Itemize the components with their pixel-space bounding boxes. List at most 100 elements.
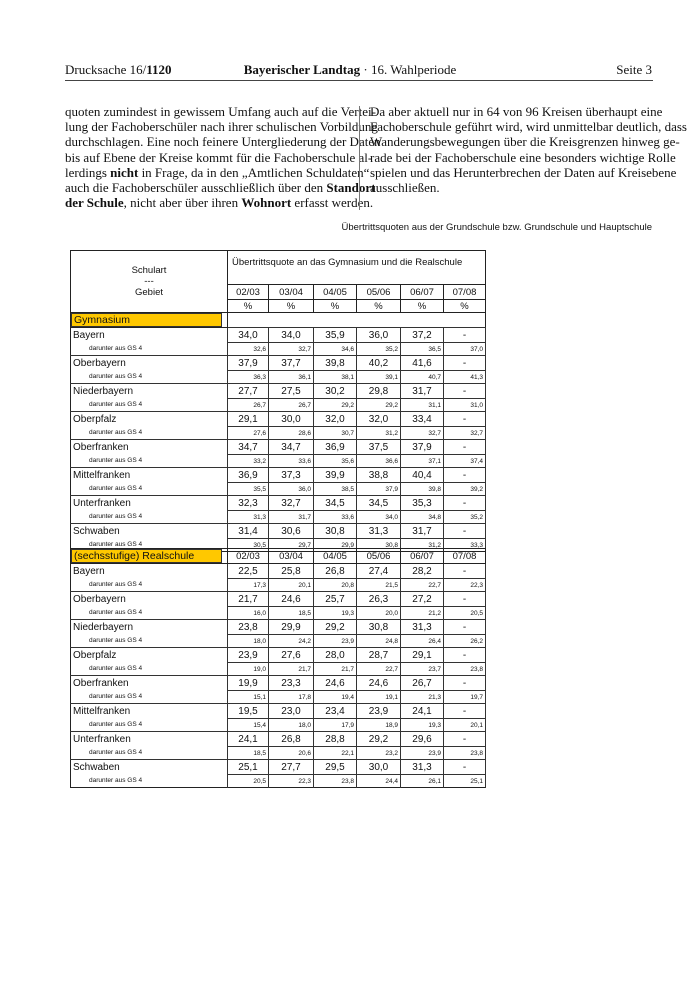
sub-value-cell: 20,8 [313,578,357,592]
sub-label: darunter aus GS 4 [70,662,228,676]
sub-value-cell: 20,0 [356,606,401,620]
sub-value-cell: 26,2 [443,634,486,648]
year-label: 07/08 [442,284,487,300]
region-label: Niederbayern [70,383,228,399]
sub-value-cell: 23,9 [313,634,357,648]
value-cell: 25,8 [268,563,314,579]
sub-label: darunter aus GS 4 [70,690,228,704]
region-label: Bayern [70,327,228,343]
sub-value-cell: 24,4 [356,774,401,788]
text-run: · 16. Wahlperiode [360,62,457,77]
value-cell: 29,1 [227,411,269,427]
sub-row: darunter aus GS 4 32,6 32,7 34,6 35,2 36,5 37,… [70,342,487,356]
value-cell: 23,9 [356,703,401,719]
sub-row: darunter aus GS 4 18,5 20,6 22,1 23,2 23,9 23,… [70,746,486,760]
value-cell: 28,8 [313,731,357,747]
value-cell: - [442,467,487,483]
sub-value-cell: 17,9 [313,718,357,732]
value-cell: - [443,619,486,635]
header-rule [65,80,653,81]
text-line: rade bei der Fachoberschule eine besonde… [370,150,676,165]
value-cell: - [443,647,486,663]
sub-value-cell: 26,1 [400,774,444,788]
header-row: Schulart --- Gebiet Übertrittsquote an das … [70,250,487,313]
sub-value-cell: 36,0 [268,482,314,496]
sub-value-cell: 29,2 [313,398,357,412]
sub-value-cell: 22,7 [356,662,401,676]
region-row: Mittelfranken 36,9 37,3 39,9 38,8 40,4- [70,467,487,483]
sub-value-cell: 33,2 [227,454,269,468]
sub-value-cell: 36,1 [268,370,314,384]
sub-value-cell: 18,5 [268,606,314,620]
value-cell: 27,2 [400,591,444,607]
sub-value-cell: 31,2 [356,426,401,440]
text-line: Fachoberschule geführt wird, wird unmitt… [370,119,687,134]
value-cell: 28,2 [400,563,444,579]
sub-value-cell: 21,2 [400,606,444,620]
table: Schulart --- Gebiet Übertrittsquote an das … [70,250,487,552]
value-cell: 30,2 [313,383,357,399]
sub-label: darunter aus GS 4 [70,746,228,760]
value-cell: 24,6 [356,675,401,691]
sub-value-cell: 22,7 [400,578,444,592]
value-cell: 22,5 [227,563,269,579]
value-cell: 31,7 [400,523,444,539]
text-line: Wanderungsbewegungen über die Kreisgrenz… [370,134,680,149]
sub-value-cell: 37,9 [356,482,401,496]
text-run: Bayerischer Landtag [243,62,361,77]
sub-value-cell: 32,7 [442,426,487,440]
value-cell: - [442,439,487,455]
text-run: 1120 [146,62,172,77]
sub-value-cell: 17,8 [268,690,314,704]
sub-value-cell: 37,1 [400,454,444,468]
corner-label: Gebiet [135,287,163,298]
sub-row: darunter aus GS 4 27,6 28,6 30,7 31,2 32,7 32,… [70,426,487,440]
sub-value-cell: 36,6 [356,454,401,468]
sub-value-cell: 16,0 [227,606,269,620]
sub-row: darunter aus GS 4 15,1 17,8 19,4 19,1 21,3 19,… [70,690,486,704]
value-cell: 29,6 [400,731,444,747]
sub-value-cell: 17,3 [227,578,269,592]
sub-row: darunter aus GS 4 36,3 36,1 38,1 39,1 40,7 41,… [70,370,487,384]
sub-value-cell: 23,9 [400,746,444,760]
value-cell: 37,2 [400,327,444,343]
sub-label: darunter aus GS 4 [70,606,228,620]
value-cell: 23,3 [268,675,314,691]
region-label: Schwaben [70,523,228,539]
sub-label: darunter aus GS 4 [70,634,228,648]
value-cell: 36,0 [356,327,401,343]
text-run: der Schule [65,195,124,211]
sub-label: darunter aus GS 4 [70,510,228,524]
region-label: Oberfranken [70,439,228,455]
text-run: lung der Fachoberschüler nach ihrer schu… [65,119,378,135]
region-row: Bayern 22,5 25,8 26,8 27,4 28,2- [70,563,486,579]
value-cell: - [443,563,486,579]
value-cell: - [443,731,486,747]
text-run: spielen und das Herunterbrechen der Date… [370,164,677,180]
text-line: lung der Fachoberschüler nach ihrer schu… [65,119,378,134]
region-label: Niederbayern [70,619,228,635]
region-row: Schwaben 31,4 30,6 30,8 31,3 31,7- [70,523,487,539]
corner-label: Schulart [131,265,167,276]
text-line: auch die Fachoberschüler ausschließlich … [65,180,375,195]
value-cell: 29,9 [268,619,314,635]
sub-value-cell: 38,1 [313,370,357,384]
sub-value-cell: 19,3 [313,606,357,620]
sub-value-cell: 35,2 [356,342,401,356]
value-cell: 31,3 [400,759,444,775]
value-cell: 23,4 [313,703,357,719]
year-label: 07/08 [443,548,486,564]
sub-value-cell: 27,6 [227,426,269,440]
sub-value-cell: 24,2 [268,634,314,648]
value-cell: 26,8 [268,731,314,747]
value-cell: 37,9 [227,355,269,371]
header-center: Bayerischer Landtag · 16. Wahlperiode [0,62,700,78]
text-line: bis auf Ebene der Kreise kommt für die F… [65,150,372,165]
sub-value-cell: 23,7 [400,662,444,676]
value-cell: 27,7 [268,759,314,775]
sub-value-cell: 18,9 [356,718,401,732]
year-label: 06/07 [400,284,444,300]
value-cell: 32,3 [227,495,269,511]
region-row: Bayern 34,0 34,0 35,9 36,0 37,2- [70,327,487,343]
